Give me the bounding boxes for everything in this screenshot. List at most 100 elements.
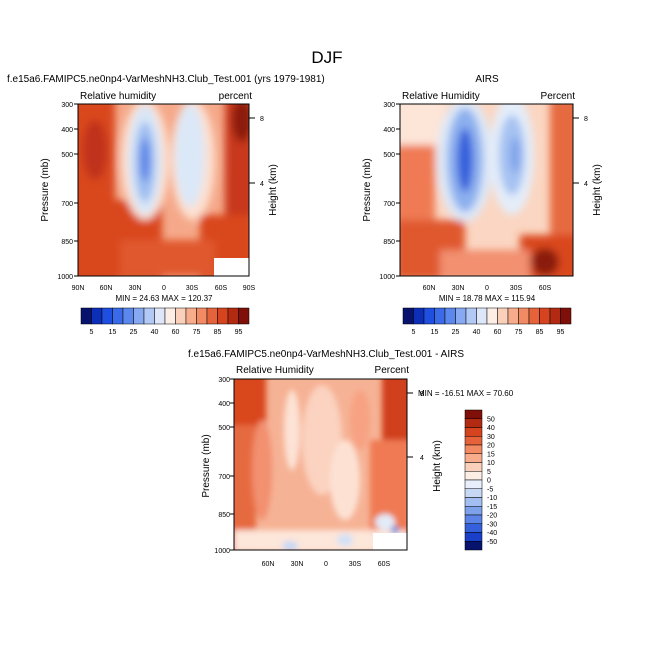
panel-model-xticks: 90N 60N 30N 0 30S 60S 90S	[72, 285, 256, 292]
colorbar-bin	[539, 307, 551, 325]
colorbar-bin	[154, 307, 166, 325]
colorbar-label: 30	[487, 434, 495, 441]
colorbar-bin	[423, 307, 435, 325]
ytick: 400	[383, 127, 395, 134]
xtick: 60N	[262, 561, 275, 568]
panel-model-yticks: 300 400 500 700 850 1000 8 4	[57, 102, 264, 281]
colorbar-bin	[402, 307, 414, 325]
colorbar-label: 85	[214, 329, 222, 336]
panel-model-title: f.e15a6.FAMIPC5.ne0np4-VarMeshNH3.Club_T…	[7, 74, 325, 85]
colorbar-label: 40	[151, 329, 159, 336]
ytick: 300	[383, 102, 395, 109]
ytick: 700	[61, 201, 73, 208]
xtick: 0	[324, 561, 328, 568]
xtick: 90N	[72, 285, 85, 292]
ytick: 500	[218, 425, 230, 432]
xtick: 30S	[186, 285, 199, 292]
ytick: 500	[61, 152, 73, 159]
ytick: 400	[218, 401, 230, 408]
colorbar-bin	[185, 307, 197, 325]
colorbar-label: 15	[487, 451, 495, 458]
colorbar-label: 40	[487, 425, 495, 432]
colorbar-label: 5	[412, 329, 416, 336]
panel-airs-xticks: 60N 30N 0 30S 60S	[423, 285, 552, 292]
colorbar-bin	[206, 307, 218, 325]
panel-diff-field	[234, 379, 407, 550]
colorbar-label: 95	[557, 329, 565, 336]
xtick: 60N	[423, 285, 436, 292]
colorbar-label: 10	[487, 460, 495, 467]
colorbar-label: -20	[487, 513, 497, 520]
colorbar-bin	[227, 307, 239, 325]
ytick: 1000	[57, 274, 73, 281]
colorbar-bin	[444, 307, 456, 325]
panel-airs-right-label: Percent	[541, 91, 576, 102]
panel-diff-frame	[233, 378, 408, 551]
xtick: 30S	[510, 285, 523, 292]
colorbar-label: 40	[473, 329, 481, 336]
colorbar-bin	[464, 479, 483, 489]
colorbar-bin	[549, 307, 561, 325]
colorbar-bin	[497, 307, 509, 325]
colorbar-label: 25	[452, 329, 460, 336]
colorbar-label: -50	[487, 539, 497, 546]
ytick-right: 8	[420, 391, 424, 398]
colorbar-label: 60	[172, 329, 180, 336]
panel-diff-ylabel: Pressure (mb)	[201, 434, 212, 497]
panel-airs-colorbar: 5 15 25 40 60 75 85 95	[402, 307, 572, 336]
colorbar-label: 20	[487, 443, 495, 450]
ytick: 300	[61, 102, 73, 109]
colorbar-bin	[175, 307, 187, 325]
colorbar-bin	[455, 307, 467, 325]
colorbar-label: 85	[536, 329, 544, 336]
colorbar-bin	[464, 523, 483, 533]
panel-airs-yticks: 300 400 500 700 850 1000 8 4	[379, 102, 588, 281]
colorbar-bin	[101, 307, 113, 325]
colorbar-label: 25	[130, 329, 138, 336]
colorbar-bin	[238, 307, 250, 325]
colorbar-bin	[464, 436, 483, 446]
panel-model-ylabel-right: Height (km)	[268, 164, 279, 216]
colorbar-label: 95	[235, 329, 243, 336]
ytick-right: 8	[260, 116, 264, 123]
panel-airs-stats: MIN = 18.78 MAX = 115.94	[439, 294, 536, 303]
colorbar-bin	[464, 418, 483, 428]
colorbar-bin	[528, 307, 540, 325]
colorbar-bin	[465, 307, 477, 325]
panel-model-ylabel: Pressure (mb)	[40, 158, 51, 221]
colorbar-bin	[464, 506, 483, 516]
xtick: 30N	[452, 285, 465, 292]
panel-model-colorbar: 5 15 25 40 60 75 85 95	[80, 307, 250, 336]
colorbar-label: 15	[109, 329, 117, 336]
ytick: 1000	[214, 548, 230, 555]
ytick: 850	[61, 239, 73, 246]
colorbar-bin	[143, 307, 155, 325]
colorbar-label: 5	[487, 469, 491, 476]
colorbar-bin	[560, 307, 572, 325]
xtick: 0	[485, 285, 489, 292]
colorbar-bin	[464, 427, 483, 437]
panel-airs-ylabel: Pressure (mb)	[362, 158, 373, 221]
colorbar-bin	[413, 307, 425, 325]
colorbar-label: 75	[515, 329, 523, 336]
colorbar-label: 0	[487, 478, 491, 485]
panel-model-right-label: percent	[219, 91, 253, 102]
panel-diff-ylabel-right: Height (km)	[432, 440, 443, 492]
colorbar-bin	[464, 541, 483, 551]
colorbar-bin	[464, 514, 483, 524]
xtick: 60S	[378, 561, 391, 568]
colorbar-bin	[464, 471, 483, 481]
panel-model-left-label: Relative humidity	[80, 91, 156, 102]
colorbar-label: 75	[193, 329, 201, 336]
colorbar-bin	[434, 307, 446, 325]
colorbar-bin	[464, 532, 483, 542]
colorbar-bin	[133, 307, 145, 325]
panel-airs-field	[400, 104, 573, 276]
ytick-right: 4	[420, 455, 424, 462]
panel-model-stats: MIN = 24.63 MAX = 120.37	[116, 294, 213, 303]
colorbar-bin	[486, 307, 498, 325]
colorbar-label: 50	[487, 416, 495, 423]
ytick: 700	[218, 474, 230, 481]
panel-difference: f.e15a6.FAMIPC5.ne0np4-VarMeshNH3.Club_T…	[188, 349, 514, 568]
